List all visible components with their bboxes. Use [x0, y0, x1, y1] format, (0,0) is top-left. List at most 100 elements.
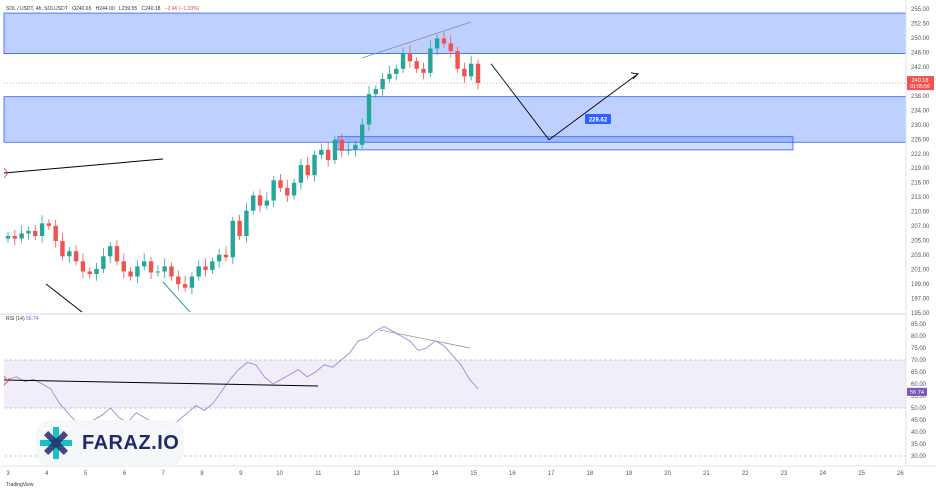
- price-tick-label: 195.00: [911, 311, 930, 317]
- candle-body: [176, 276, 181, 285]
- candle-body: [142, 261, 147, 267]
- candle-body: [468, 63, 474, 77]
- time-axis: 3 4 5 6 7 8 9 10 11 12 13 14 15 16 17 18 19 20 21 22 23 24 25 2…: [6, 471, 904, 477]
- price-tick-label: 255.00: [911, 7, 930, 13]
- time-tick-label: 11: [315, 471, 322, 477]
- symbol-header: SOL / USDT, 4h, SOLUSDT O240.65 H244.00 …: [6, 6, 202, 12]
- price-tick-label: 210.00: [911, 210, 930, 216]
- candle-body: [94, 268, 99, 274]
- candle-body: [203, 266, 208, 270]
- rsi-tick-label: 30.00: [911, 454, 927, 460]
- price-tick-label: 199.00: [911, 282, 930, 288]
- time-tick-label: 24: [819, 471, 826, 477]
- candle-body: [26, 230, 31, 234]
- ohlc-open: O240.65: [72, 6, 92, 12]
- time-tick-label: 23: [781, 471, 788, 477]
- candle-body: [169, 266, 174, 277]
- supply-demand-zone: [3, 96, 907, 143]
- candle-body: [394, 68, 399, 74]
- price-tick-label: 213.00: [911, 195, 930, 201]
- projection-path: [490, 63, 639, 141]
- candle-body: [216, 254, 222, 262]
- candle-body: [60, 241, 65, 257]
- ohlc-close: C240.18: [141, 6, 161, 12]
- time-tick-label: 4: [45, 471, 49, 477]
- price-tick-label: 197.00: [911, 297, 930, 303]
- time-tick-label: 12: [354, 471, 361, 477]
- rsi-band: [4, 360, 906, 408]
- price-tick-label: 234.00: [911, 108, 930, 114]
- candle-body: [366, 94, 372, 125]
- ohlc-low: L239.55: [119, 6, 138, 12]
- candle-body: [237, 220, 242, 236]
- price-tick-label: 222.00: [911, 152, 930, 158]
- rsi-divergence-line: [379, 329, 471, 349]
- candle-body: [257, 195, 263, 206]
- candle-body: [312, 154, 317, 176]
- candle-body: [101, 256, 106, 269]
- candle-body: [380, 78, 385, 90]
- price-tick-label: 207.00: [911, 224, 930, 230]
- candle-body: [121, 261, 126, 272]
- rsi-tick-label: 45.00: [911, 418, 927, 424]
- candle-body: [414, 61, 419, 69]
- time-tick-label: 13: [393, 471, 400, 477]
- candle-body: [434, 38, 440, 49]
- time-tick-label: 25: [858, 471, 865, 477]
- trend-line: [162, 281, 191, 313]
- rsi-tick-label: 75.00: [911, 346, 927, 352]
- rsi-tick-label: 65.00: [911, 370, 927, 376]
- symbol-pair[interactable]: SOL / USDT, 4h, SOLUSDT: [6, 6, 68, 12]
- tradingview-text: TradingView: [6, 482, 34, 488]
- price-tick-label: 205.00: [911, 239, 930, 245]
- candle-body: [80, 261, 86, 272]
- candle-body: [455, 51, 460, 69]
- rsi-value-tick: 56.74: [910, 390, 924, 396]
- rsi-tick-label: 60.00: [911, 382, 927, 388]
- drawings-layer: 229.62: [3, 21, 639, 313]
- rsi-value-badge: [907, 387, 927, 396]
- trend-line: [361, 21, 472, 59]
- time-tick-label: 17: [548, 471, 555, 477]
- price-axis: 255.00 252.50 250.00 246.00 242.00 240.1801:0…: [0, 0, 936, 467]
- candle-body: [441, 38, 447, 44]
- supply-demand-zone: [3, 12, 907, 54]
- candle-body: [271, 180, 276, 201]
- candle-body: [12, 236, 18, 239]
- rsi-label[interactable]: RSI (14): [6, 316, 25, 322]
- price-tick-label: 201.00: [911, 268, 930, 274]
- candle-body: [353, 144, 358, 150]
- current-price-label: 240.18: [912, 78, 929, 84]
- rsi-layer: 85.00 80.00 75.00 70.00 65.00 60.00 56.7455.00…: [3, 322, 927, 460]
- candle-body: [462, 68, 467, 77]
- rsi-tick-label: 40.00: [911, 430, 927, 436]
- time-tick-label: 19: [625, 471, 632, 477]
- candle-body: [244, 210, 249, 236]
- rsi-value: 56.74: [26, 316, 39, 322]
- price-tick-label: 226.00: [911, 137, 930, 143]
- watermark-logo: FARAZ.IO: [36, 420, 184, 466]
- candle-body: [155, 271, 161, 273]
- logo-text: FARAZ.IO: [82, 431, 180, 454]
- candle-body: [135, 266, 140, 277]
- ohlc-change: −2.46 (−1.03%): [164, 6, 200, 12]
- candle-body: [346, 149, 351, 151]
- rsi-trend-line: [3, 379, 319, 387]
- price-tick-label: 230.00: [911, 123, 930, 129]
- trend-line: [3, 158, 164, 174]
- faraz-star-icon: [40, 427, 72, 459]
- tradingview-brand: TradingView: [6, 482, 34, 488]
- supply-demand-zone: [337, 136, 794, 151]
- price-tick-label: 252.50: [911, 21, 930, 27]
- candle-body: [87, 271, 92, 274]
- candle-body: [223, 254, 229, 258]
- time-tick-label: 10: [276, 471, 283, 477]
- time-tick-label: 22: [742, 471, 749, 477]
- candle-body: [278, 180, 283, 188]
- time-tick-label: 3: [6, 471, 10, 477]
- time-tick-label: 26: [897, 471, 904, 477]
- candle-body: [428, 48, 433, 73]
- time-tick-label: 7: [162, 471, 166, 477]
